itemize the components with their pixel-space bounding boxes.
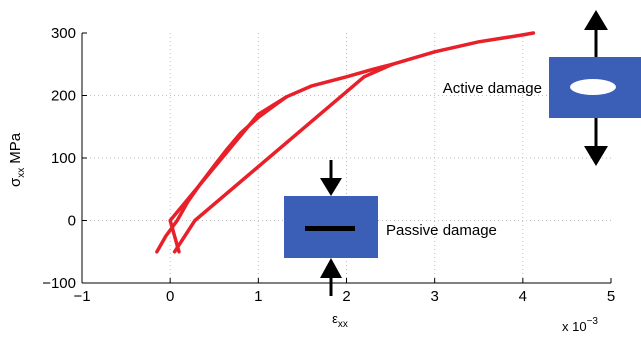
x-tick-label: 1: [254, 288, 262, 305]
x-axis-symbol: ε: [332, 311, 338, 326]
passive-crack-icon: [305, 226, 355, 231]
tick-label-layer: −1 0 1 2 3 4 5 −100 0 100 200 300: [42, 25, 615, 305]
x-axis-label: εxx: [332, 311, 348, 330]
x-tick-label: −1: [73, 288, 90, 305]
stress-strain-segment-2: [168, 95, 289, 254]
active-arrow-down-head: [584, 146, 608, 166]
stress-strain-segment-5: [390, 31, 536, 67]
y-tick-label: 100: [51, 150, 76, 167]
axes-layer: [81, 32, 612, 284]
x-tick-label: 2: [342, 288, 350, 305]
x-multiplier-exponent: −3: [587, 316, 599, 327]
y-axis-unit: MPa: [7, 132, 24, 164]
active-crack-icon: [570, 79, 616, 95]
y-axis-subscript: xx: [16, 168, 27, 178]
y-axis-label: σxx MPa: [7, 132, 27, 187]
x-axis-multiplier: x 10−3: [562, 316, 598, 334]
grid-layer: [82, 33, 611, 283]
passive-arrow-bottom-head: [320, 258, 342, 278]
passive-damage-schematic: Passive damage: [284, 160, 497, 296]
curve-layer: [155, 31, 536, 254]
x-tick-label: 5: [607, 288, 615, 305]
y-tick-label: 200: [51, 88, 76, 105]
active-damage-schematic: Active damage: [443, 10, 641, 166]
stress-strain-segment-3: [284, 62, 395, 99]
x-axis-subscript: xx: [338, 319, 348, 330]
stress-strain-segment-1: [155, 95, 289, 254]
passive-arrow-top-head: [320, 178, 342, 196]
x-tick-label: 0: [166, 288, 174, 305]
y-axis-symbol: σ: [7, 177, 24, 187]
active-damage-label: Active damage: [443, 80, 542, 97]
x-tick-label: 3: [430, 288, 438, 305]
y-tick-label: −100: [42, 275, 76, 292]
stress-strain-segment-4: [172, 62, 395, 254]
x-multiplier-base: x 10: [562, 319, 587, 334]
active-arrow-up-head: [584, 10, 608, 30]
x-tick-label: 4: [519, 288, 527, 305]
passive-damage-label: Passive damage: [386, 222, 497, 239]
y-tick-label: 300: [51, 25, 76, 42]
y-tick-label: 0: [68, 213, 76, 230]
